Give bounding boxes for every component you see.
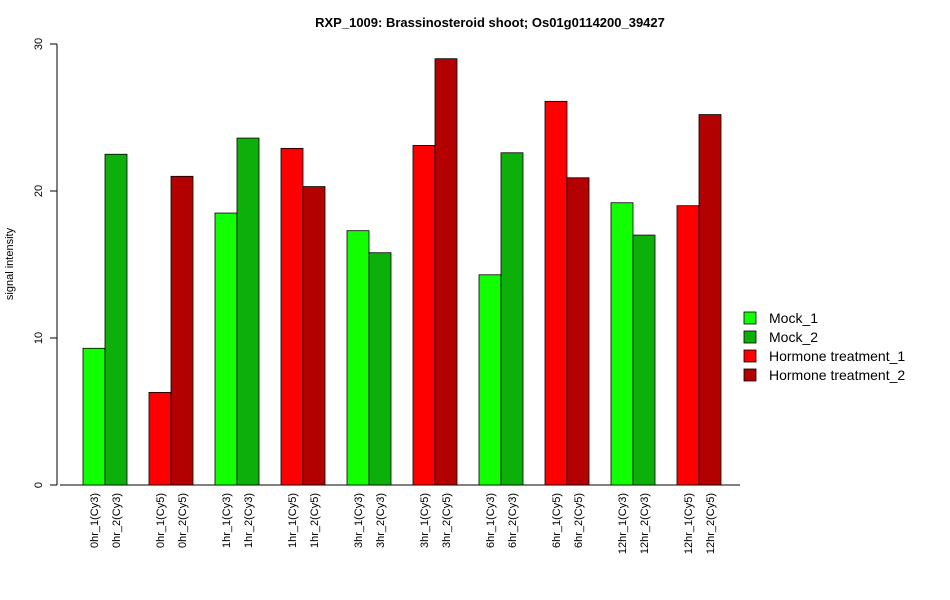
bar xyxy=(478,274,502,486)
x-tick-label: 3hr_1(Cy5) xyxy=(419,493,431,548)
legend: Mock_1 Mock_2 Hormone treatment_1 Hormone t… xyxy=(743,310,905,383)
bar xyxy=(698,114,722,486)
bar xyxy=(280,147,304,486)
legend-swatch xyxy=(743,330,757,344)
legend-label: Hormone treatment_1 xyxy=(769,348,905,364)
y-tick-label: 10 xyxy=(33,332,45,344)
legend-label: Mock_2 xyxy=(769,329,818,345)
x-tick-label: 6hr_2(Cy5) xyxy=(573,493,585,548)
bar xyxy=(148,391,172,486)
legend-swatch xyxy=(743,311,757,325)
legend-label: Hormone treatment_2 xyxy=(769,367,905,383)
legend-swatch xyxy=(743,368,757,382)
y-tick-label: 0 xyxy=(33,482,45,488)
bar xyxy=(214,212,238,486)
x-tick-label: 1hr_2(Cy5) xyxy=(309,493,321,548)
bar xyxy=(544,100,568,486)
bar xyxy=(368,252,392,486)
bar xyxy=(82,347,106,486)
y-axis: 0 10 20 30 xyxy=(33,38,58,488)
x-tick-label: 1hr_1(Cy5) xyxy=(287,493,299,548)
x-tick-label: 6hr_2(Cy3) xyxy=(507,493,519,548)
x-tick-label: 1hr_2(Cy3) xyxy=(243,493,255,548)
y-tick-label: 30 xyxy=(33,38,45,50)
x-tick-label: 6hr_1(Cy5) xyxy=(551,493,563,548)
x-tick-label: 12hr_2(Cy3) xyxy=(639,493,651,554)
y-tick-label: 20 xyxy=(33,185,45,197)
legend-label: Mock_1 xyxy=(769,310,818,326)
x-tick-label: 0hr_2(Cy3) xyxy=(111,493,123,548)
x-tick-label: 0hr_2(Cy5) xyxy=(177,493,189,548)
bar xyxy=(412,145,436,486)
y-axis-label: signal intensity xyxy=(4,227,16,300)
x-tick-label: 3hr_1(Cy3) xyxy=(353,493,365,548)
legend-swatch xyxy=(743,349,757,363)
bar xyxy=(632,234,656,486)
bar xyxy=(104,153,128,486)
x-tick-label: 12hr_1(Cy3) xyxy=(617,493,629,554)
bar xyxy=(566,177,590,486)
x-tick-label: 3hr_2(Cy3) xyxy=(375,493,387,548)
x-tick-label: 1hr_1(Cy3) xyxy=(221,493,233,548)
bar xyxy=(434,58,458,486)
chart-title: RXP_1009: Brassinosteroid shoot; Os01g01… xyxy=(315,15,665,30)
x-tick-label: 0hr_1(Cy5) xyxy=(155,493,167,548)
bars-group xyxy=(82,58,722,486)
bar xyxy=(236,137,260,486)
bar xyxy=(170,175,194,486)
x-tick-label: 12hr_2(Cy5) xyxy=(705,493,717,554)
bar xyxy=(302,186,326,486)
bar xyxy=(676,205,700,486)
x-tick-label: 0hr_1(Cy3) xyxy=(89,493,101,548)
bar xyxy=(500,152,524,486)
x-tick-label: 12hr_1(Cy5) xyxy=(683,493,695,554)
x-tick-label: 6hr_1(Cy3) xyxy=(485,493,497,548)
bar xyxy=(346,230,370,486)
bar xyxy=(610,202,634,486)
x-tick-label: 3hr_2(Cy5) xyxy=(441,493,453,548)
x-tick-labels: 0hr_1(Cy3) 0hr_2(Cy3) 0hr_1(Cy5) 0hr_2(Cy5)… xyxy=(89,493,717,554)
